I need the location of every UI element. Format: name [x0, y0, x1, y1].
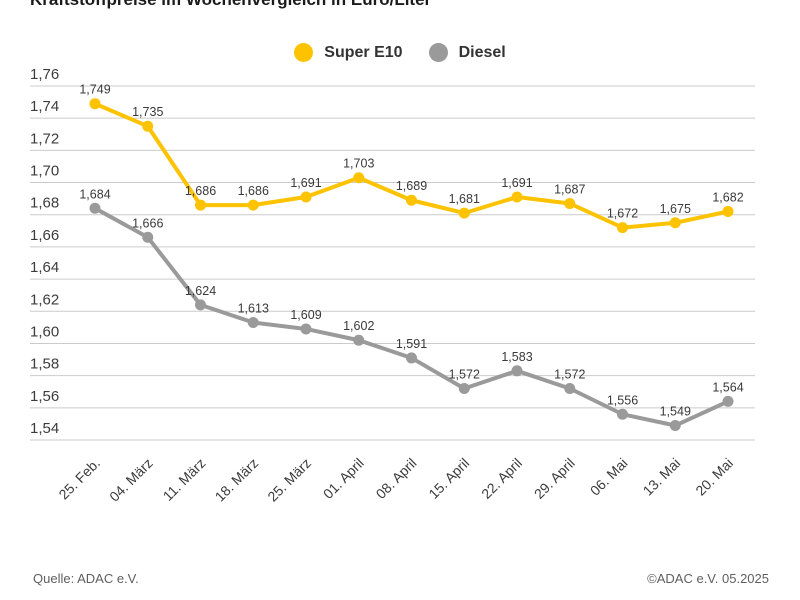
y-axis-label: 1,60 — [30, 323, 59, 340]
data-point-label: 1,624 — [185, 284, 216, 298]
data-point — [669, 420, 681, 432]
x-axis-label: 18. März — [212, 455, 262, 505]
data-point — [142, 231, 154, 243]
data-point — [564, 197, 576, 209]
data-point — [511, 365, 523, 377]
data-point-label: 1,549 — [660, 405, 691, 419]
data-point-label: 1,686 — [185, 184, 216, 198]
data-point — [511, 191, 523, 203]
data-point-label: 1,735 — [132, 105, 163, 119]
data-point-label: 1,691 — [290, 176, 321, 190]
x-axis-label: 22. April — [478, 455, 525, 502]
copyright-note: ©ADAC e.V. 05.2025 — [647, 571, 769, 586]
y-axis-label: 1,76 — [30, 66, 59, 83]
data-point — [617, 408, 628, 420]
x-axis-label: 25. Feb. — [55, 455, 103, 503]
chart-legend: Super E10 Diesel — [0, 43, 800, 62]
data-point — [669, 217, 681, 229]
x-axis-label: 29. April — [531, 455, 578, 502]
legend-item: Diesel — [428, 43, 506, 62]
data-point-label: 1,609 — [290, 308, 321, 322]
data-point-label: 1,684 — [79, 187, 110, 201]
y-axis-label: 1,62 — [30, 291, 59, 308]
x-axis-label: 06. Mai — [587, 455, 631, 499]
data-point-label: 1,687 — [554, 182, 585, 196]
data-point — [617, 222, 628, 234]
data-point-label: 1,591 — [396, 337, 427, 351]
x-axis-label: 08. April — [373, 455, 420, 502]
legend-label: Diesel — [458, 43, 506, 61]
data-point — [195, 299, 206, 311]
data-point-label: 1,572 — [554, 368, 585, 382]
y-axis-label: 1,70 — [30, 163, 59, 180]
data-point — [458, 383, 470, 395]
data-point-label: 1,682 — [712, 191, 743, 205]
data-point-label: 1,686 — [238, 184, 269, 198]
data-point-label: 1,681 — [449, 192, 480, 206]
data-point — [353, 172, 365, 184]
data-point — [458, 207, 470, 219]
y-axis-label: 1,68 — [30, 195, 59, 212]
legend-item: Super E10 — [294, 43, 403, 62]
legend-dot-icon — [294, 43, 314, 62]
data-point — [406, 352, 417, 364]
page-title: Kraftstoffpreise im Wochenvergleich in E… — [30, 0, 431, 10]
x-axis-label: 04. März — [106, 455, 156, 505]
data-point — [195, 199, 206, 211]
data-point — [89, 202, 101, 214]
data-point-label: 1,691 — [501, 176, 532, 190]
data-point-label: 1,675 — [660, 202, 691, 216]
y-axis-label: 1,54 — [30, 420, 59, 437]
data-point-label: 1,583 — [501, 350, 532, 364]
x-axis-label: 20. Mai — [692, 455, 736, 499]
data-point-label: 1,749 — [79, 83, 110, 97]
y-axis-label: 1,56 — [30, 388, 59, 405]
data-point — [722, 206, 734, 218]
data-point — [247, 317, 259, 329]
x-axis-label: 01. April — [320, 455, 367, 502]
data-point-label: 1,689 — [396, 179, 427, 193]
data-point-label: 1,672 — [607, 207, 638, 221]
y-axis-label: 1,74 — [30, 98, 59, 115]
data-point — [353, 334, 365, 346]
data-point — [300, 191, 312, 203]
legend-dot-icon — [428, 43, 448, 62]
data-point — [722, 395, 734, 407]
data-point-label: 1,703 — [343, 157, 374, 171]
x-axis-label: 13. Mai — [640, 455, 684, 499]
data-point-label: 1,602 — [343, 319, 374, 333]
data-point — [247, 199, 259, 211]
data-point-label: 1,556 — [607, 393, 638, 407]
source-note: Quelle: ADAC e.V. — [33, 571, 139, 586]
data-point-label: 1,613 — [238, 302, 269, 316]
legend-label: Super E10 — [324, 43, 403, 61]
data-point — [564, 383, 576, 395]
data-point — [300, 323, 312, 335]
data-point — [406, 194, 417, 206]
x-axis-label: 25. März — [264, 455, 314, 505]
y-axis-label: 1,58 — [30, 356, 59, 373]
data-point — [142, 120, 154, 132]
y-axis-label: 1,66 — [30, 227, 59, 244]
x-axis-label: 11. März — [160, 455, 209, 504]
y-axis-label: 1,72 — [30, 130, 59, 147]
data-point-label: 1,666 — [132, 216, 163, 230]
data-point — [89, 98, 101, 110]
data-point-label: 1,564 — [712, 380, 743, 394]
data-point-label: 1,572 — [449, 368, 480, 382]
y-axis-label: 1,64 — [30, 259, 59, 276]
x-axis-label: 15. April — [425, 455, 472, 502]
